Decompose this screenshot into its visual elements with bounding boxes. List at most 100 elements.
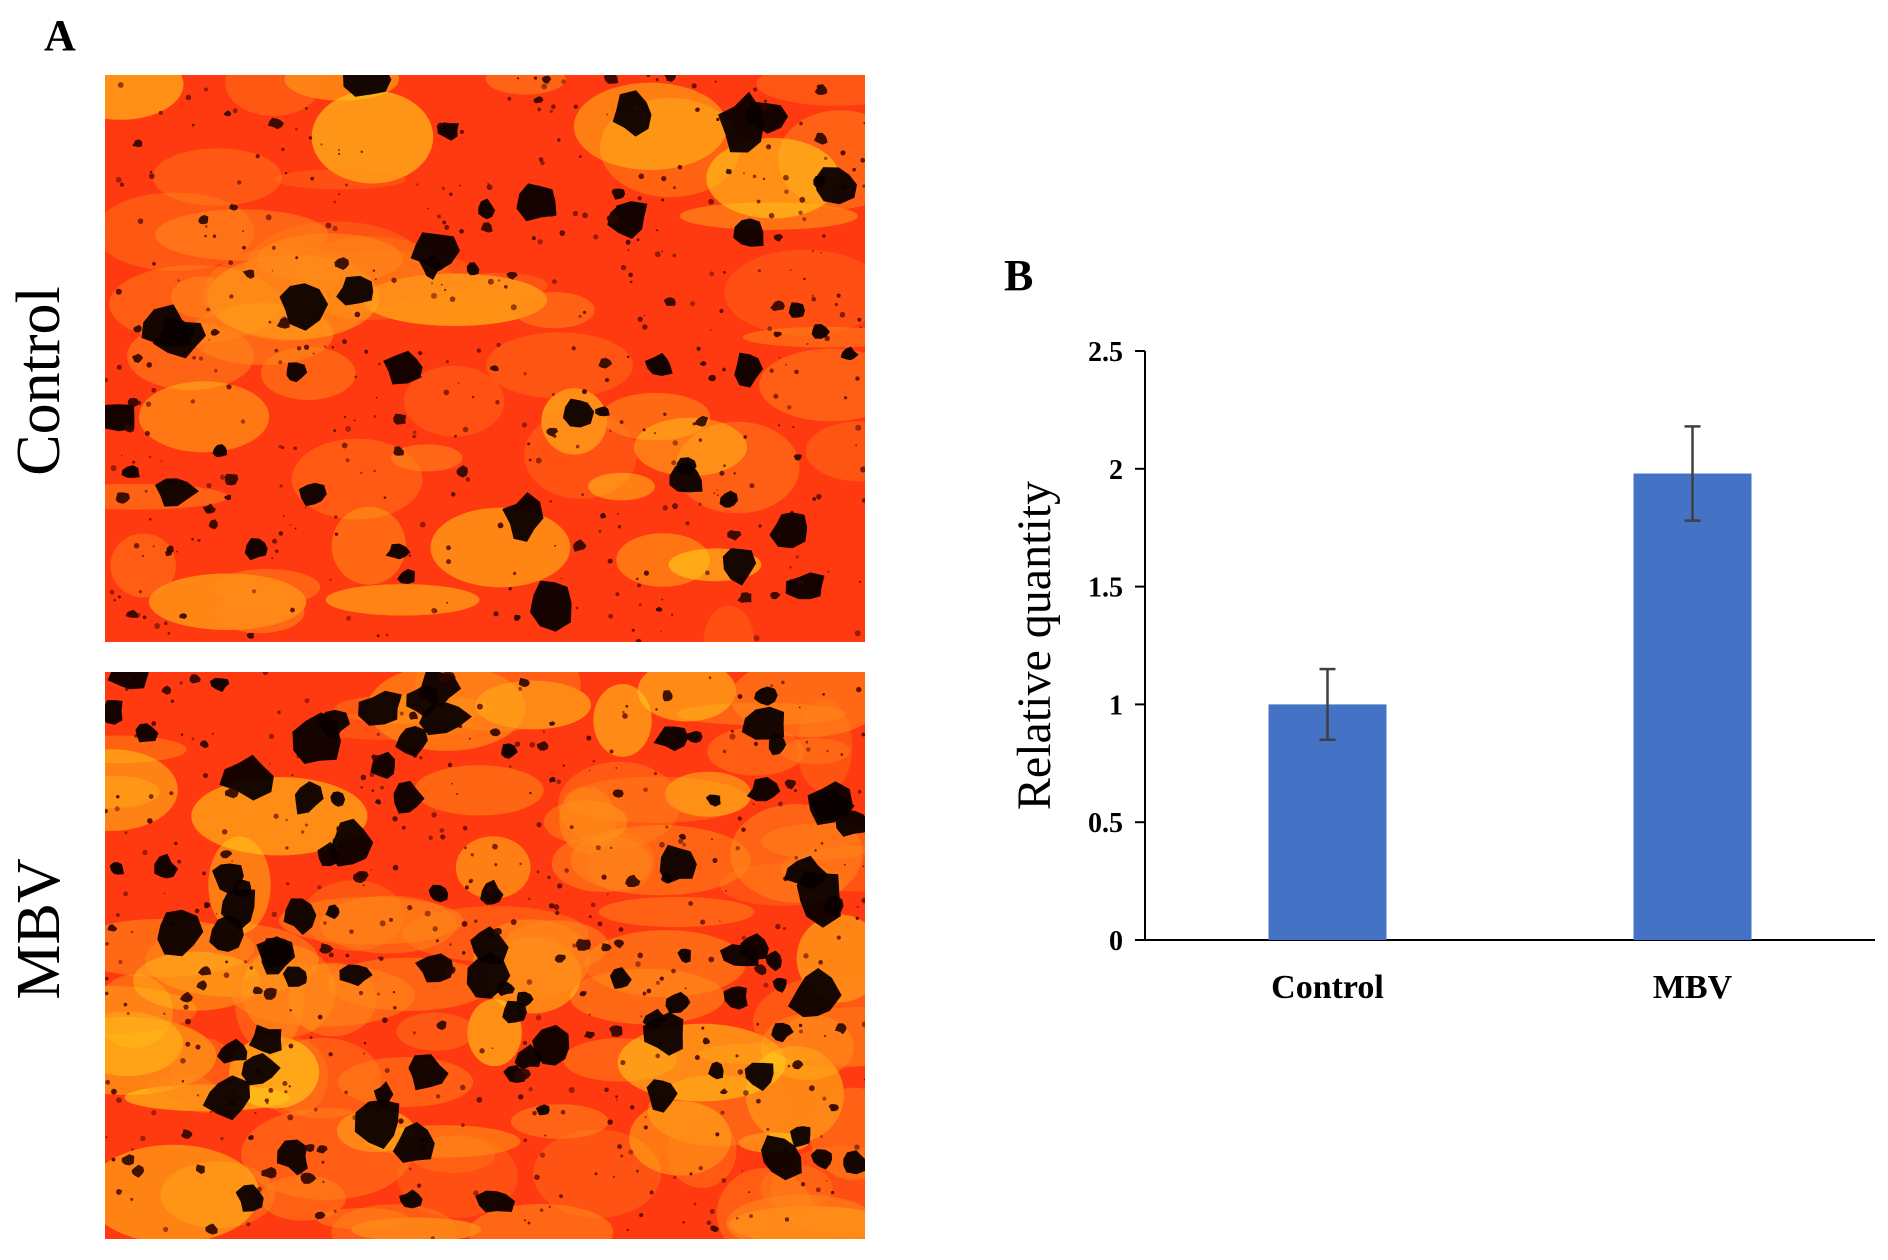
speck bbox=[826, 749, 829, 753]
particle bbox=[773, 234, 783, 242]
particle bbox=[612, 90, 652, 137]
speck bbox=[643, 1125, 648, 1130]
speck bbox=[706, 1220, 712, 1226]
particle bbox=[132, 139, 143, 148]
speck bbox=[568, 1086, 575, 1093]
particle bbox=[769, 512, 808, 549]
speck bbox=[158, 110, 163, 115]
particle bbox=[399, 1189, 423, 1209]
y-tick-label: 2.5 bbox=[1088, 337, 1123, 368]
speck bbox=[540, 160, 545, 166]
speck bbox=[344, 1090, 348, 1094]
particle bbox=[248, 1134, 254, 1140]
speck bbox=[719, 308, 724, 314]
speck bbox=[758, 524, 762, 528]
speck bbox=[383, 496, 387, 499]
speck bbox=[654, 251, 661, 258]
particle bbox=[598, 357, 613, 369]
particle bbox=[395, 726, 428, 757]
speck bbox=[749, 483, 755, 489]
particle bbox=[224, 494, 232, 501]
speck bbox=[572, 943, 577, 948]
speck bbox=[212, 234, 217, 238]
speck bbox=[116, 795, 120, 799]
particle bbox=[790, 1126, 811, 1148]
particle bbox=[492, 927, 502, 936]
speck bbox=[105, 809, 108, 814]
stain-highlight bbox=[485, 332, 633, 399]
speck bbox=[468, 879, 473, 884]
particle bbox=[686, 730, 703, 743]
speck bbox=[536, 822, 542, 828]
speck bbox=[753, 87, 758, 92]
speck bbox=[459, 229, 464, 234]
speck bbox=[310, 176, 315, 181]
speck bbox=[635, 577, 639, 581]
speck bbox=[345, 458, 350, 463]
speck bbox=[700, 919, 706, 925]
speck bbox=[363, 1041, 367, 1045]
speck bbox=[364, 349, 369, 354]
speck bbox=[220, 1136, 224, 1141]
stain-highlight bbox=[468, 1203, 614, 1239]
speck bbox=[646, 75, 651, 77]
speck bbox=[401, 825, 406, 830]
speck bbox=[588, 1013, 591, 1016]
speck bbox=[111, 1088, 117, 1095]
speck bbox=[789, 269, 792, 271]
speck bbox=[162, 1226, 169, 1232]
speck bbox=[473, 919, 478, 923]
particle bbox=[501, 743, 518, 759]
speck bbox=[123, 1002, 128, 1007]
stain-highlight bbox=[105, 1016, 217, 1096]
speck bbox=[756, 1098, 761, 1104]
speck bbox=[781, 680, 785, 685]
speck bbox=[854, 630, 861, 637]
speck bbox=[670, 613, 674, 617]
speck bbox=[722, 749, 727, 754]
stain-highlight bbox=[756, 75, 865, 106]
speck bbox=[798, 706, 801, 709]
particle bbox=[319, 943, 334, 954]
speck bbox=[360, 471, 363, 474]
speck bbox=[573, 104, 578, 109]
particle bbox=[644, 352, 673, 376]
particle bbox=[392, 1122, 435, 1163]
speck bbox=[123, 891, 128, 897]
speck bbox=[708, 956, 715, 963]
speck bbox=[723, 271, 726, 274]
speck bbox=[811, 294, 814, 297]
speck bbox=[223, 972, 230, 978]
speck bbox=[820, 252, 823, 254]
speck bbox=[294, 527, 297, 530]
speck bbox=[626, 1228, 629, 1232]
speck bbox=[557, 883, 563, 889]
particle bbox=[796, 579, 804, 586]
speck bbox=[398, 1118, 404, 1124]
speck bbox=[601, 874, 607, 880]
speck bbox=[661, 198, 665, 202]
speck bbox=[373, 469, 376, 473]
speck bbox=[493, 611, 499, 617]
speck bbox=[753, 635, 760, 642]
particle bbox=[664, 75, 676, 82]
speck bbox=[638, 173, 645, 180]
speck bbox=[142, 615, 147, 620]
speck bbox=[719, 920, 721, 923]
particle bbox=[397, 568, 415, 584]
speck bbox=[701, 1026, 705, 1030]
stain-highlight bbox=[742, 326, 865, 348]
speck bbox=[105, 1079, 111, 1085]
stain-highlight bbox=[105, 974, 174, 1048]
speck bbox=[799, 121, 803, 126]
speck bbox=[151, 721, 157, 726]
speck bbox=[815, 1187, 821, 1193]
speck bbox=[373, 415, 377, 418]
speck bbox=[369, 772, 375, 778]
speck bbox=[857, 317, 862, 322]
speck bbox=[662, 505, 668, 511]
stain-highlight bbox=[278, 896, 464, 945]
stain-highlight bbox=[256, 233, 403, 285]
speck bbox=[763, 99, 768, 103]
speck bbox=[609, 429, 612, 432]
